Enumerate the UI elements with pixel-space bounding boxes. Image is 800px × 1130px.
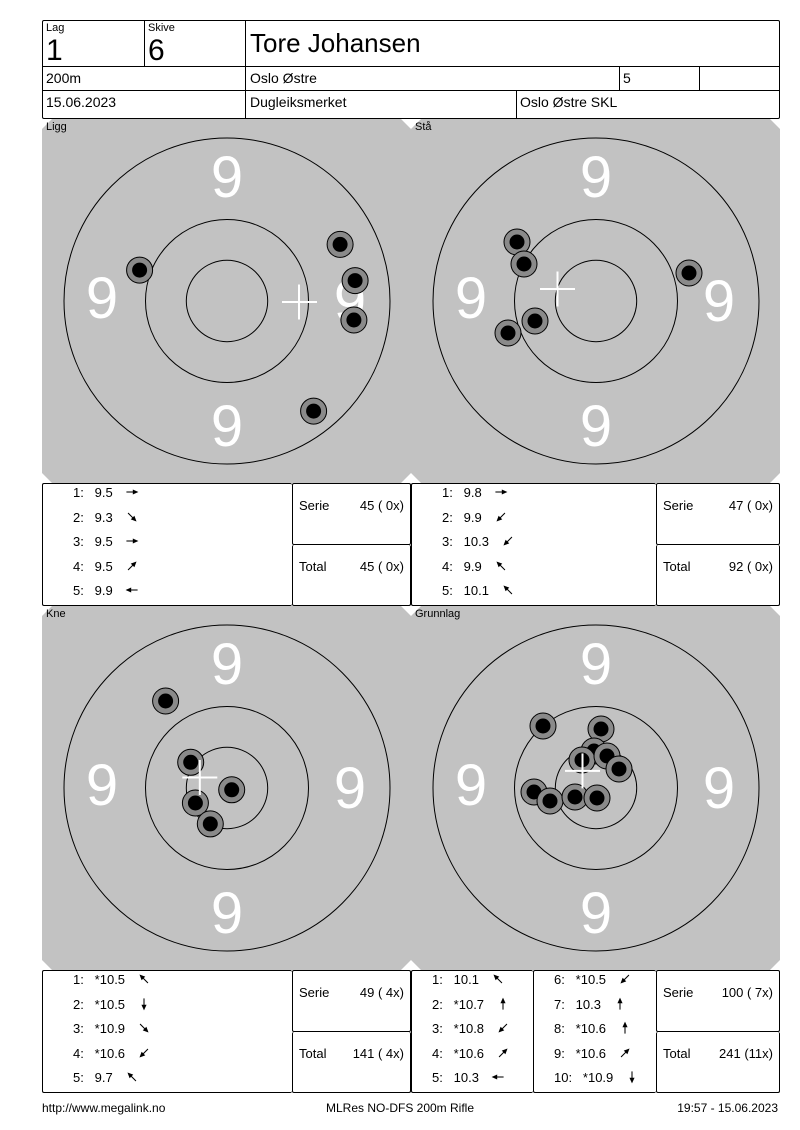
svg-text:9: 9 [580, 394, 612, 459]
svg-text:9: 9 [703, 269, 735, 334]
svg-text:9: 9 [211, 881, 243, 946]
svg-text:Ligg: Ligg [46, 121, 67, 133]
svg-text:Grunnlag: Grunnlag [415, 608, 460, 620]
svg-text:9: 9 [703, 756, 735, 821]
svg-text:9: 9 [455, 753, 487, 818]
svg-text:9: 9 [580, 632, 612, 697]
svg-text:9: 9 [211, 632, 243, 697]
svg-text:9: 9 [580, 881, 612, 946]
svg-text:9: 9 [86, 753, 118, 818]
svg-text:9: 9 [211, 145, 243, 210]
svg-text:9: 9 [455, 266, 487, 331]
svg-text:9: 9 [211, 394, 243, 459]
svg-text:9: 9 [580, 145, 612, 210]
svg-text:9: 9 [86, 266, 118, 331]
svg-text:Stå: Stå [415, 121, 432, 133]
svg-text:9: 9 [334, 756, 366, 821]
svg-text:Kne: Kne [46, 608, 66, 620]
